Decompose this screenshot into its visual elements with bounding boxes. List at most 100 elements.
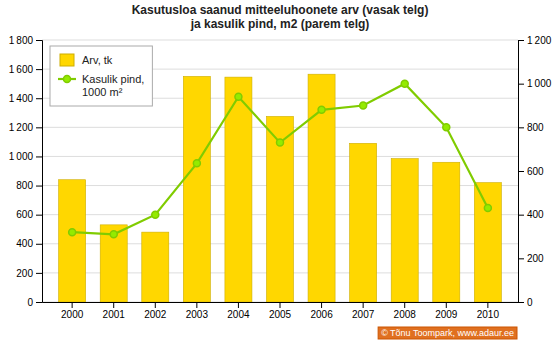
y-axis-tick-label: 1 400	[9, 93, 34, 104]
x-axis-tick: 2004	[227, 302, 250, 320]
marker	[193, 160, 200, 167]
chart-title-line: ja kasulik pind, m2 (parem telg)	[190, 17, 370, 31]
bar	[59, 180, 86, 302]
bar	[100, 225, 127, 302]
y-axis-tick-label: 600	[16, 209, 33, 220]
chart-title: Kasutusloa saanud mitteeluhoonete arv (v…	[132, 3, 429, 31]
x-axis-tick-mark	[487, 302, 488, 308]
y-axis-tick: 800	[16, 180, 42, 191]
y-axis-tick-mark	[36, 156, 42, 157]
y-axis-tick-label: 0	[27, 297, 33, 308]
y-axis-tick-mark	[36, 186, 42, 187]
legend: Arv, tk Kasulik pind,1000 m²	[50, 46, 152, 106]
x-axis-tick: 2007	[352, 302, 375, 320]
y2-axis-line	[519, 41, 525, 303]
y-axis-tick-label: 800	[16, 180, 33, 191]
marker	[484, 205, 491, 212]
y2-axis-tick-label: 400	[527, 209, 544, 220]
y-axis-tick-label: 1 200	[9, 122, 34, 133]
bar-series	[59, 74, 502, 302]
x-axis-tick-mark	[196, 302, 197, 308]
y2-axis-tick-mark	[518, 302, 524, 303]
bar	[474, 183, 501, 302]
chart-svg: Kasutusloa saanud mitteeluhoonete arv (v…	[0, 0, 560, 342]
x-axis-tick: 2008	[394, 302, 417, 320]
y2-axis-tick-label: 600	[527, 166, 544, 177]
x-axis-tick-mark	[321, 302, 322, 308]
x-axis-tick: 2003	[186, 302, 209, 320]
y-axis-tick-mark	[36, 302, 42, 303]
marker	[235, 93, 242, 100]
y-axis-tick-mark	[36, 69, 42, 70]
x-axis-tick-mark	[446, 302, 447, 308]
x-axis-tick-mark	[404, 302, 405, 308]
y2-axis-tick-mark	[518, 258, 524, 259]
y-axis-tick-label: 400	[16, 238, 33, 249]
y-axis-tick-label: 1 800	[9, 35, 34, 46]
x-axis-tick-label: 2004	[227, 309, 250, 320]
bar	[183, 76, 210, 302]
y-axis-tick: 1 400	[9, 93, 42, 104]
x-axis-tick-label: 2003	[186, 309, 209, 320]
y-axis-tick: 1 600	[9, 64, 42, 75]
x-axis-tick-label: 2009	[435, 309, 458, 320]
y2-axis-tick-label: 800	[527, 122, 544, 133]
bar	[391, 159, 418, 302]
bar	[350, 143, 377, 302]
x-axis-tick-label: 2001	[103, 309, 126, 320]
y2-axis-tick: 1 200	[518, 35, 552, 46]
x-axis-tick-label: 2002	[144, 309, 167, 320]
legend-swatch	[60, 54, 74, 66]
chart-title-line: Kasutusloa saanud mitteeluhoonete arv (v…	[132, 3, 429, 17]
x-axis-tick-mark	[113, 302, 114, 308]
y2-axis-tick-mark	[518, 84, 524, 85]
y2-axis-tick: 1 000	[518, 78, 552, 89]
legend-marker	[64, 76, 71, 83]
y-axis-tick: 1 200	[9, 122, 42, 133]
x-axis: 2000 2001 2002 2003 2004 2005 2006 2007 2008 2009…	[43, 302, 519, 320]
y2-axis-tick-label: 0	[527, 297, 533, 308]
x-axis-tick: 2009	[435, 302, 458, 320]
y2-axis-tick-label: 200	[527, 253, 544, 264]
bar	[266, 116, 293, 302]
y2-axis-tick-label: 1 000	[527, 78, 552, 89]
legend-box	[50, 46, 152, 106]
y-axis-tick-label: 1 600	[9, 64, 34, 75]
y-axis-tick-mark	[36, 127, 42, 128]
marker	[277, 139, 284, 146]
y2-axis-tick-mark	[518, 127, 524, 128]
y2-axis-tick-mark	[518, 40, 524, 41]
x-axis-tick-label: 2007	[352, 309, 375, 320]
marker	[443, 124, 450, 131]
bar	[433, 162, 460, 302]
x-axis-tick-mark	[72, 302, 73, 308]
x-axis-tick: 2006	[310, 302, 333, 320]
y-axis-line	[36, 41, 43, 303]
y2-axis-tick-mark	[518, 215, 524, 216]
y-axis-tick-mark	[36, 40, 42, 41]
grid-line	[42, 40, 518, 41]
legend-label-line: Arv, tk	[82, 54, 113, 66]
y-axis-tick-label: 200	[16, 268, 33, 279]
x-axis-tick: 2010	[477, 302, 500, 320]
marker	[401, 80, 408, 87]
y-axis-tick: 1 000	[9, 151, 42, 162]
legend-label-line: Kasulik pind,	[82, 73, 144, 85]
x-axis-tick: 2001	[103, 302, 126, 320]
x-axis-tick: 2005	[269, 302, 292, 320]
bar	[142, 232, 169, 302]
watermark-text: © Tõnu Toompark, www.adaur.ee	[381, 328, 514, 338]
y-axis-tick-label: 1 000	[9, 151, 34, 162]
y2-axis-tick-mark	[518, 171, 524, 172]
marker	[110, 231, 117, 238]
legend-entry: Kasulik pind,1000 m²	[58, 73, 144, 98]
watermark: © Tõnu Toompark, www.adaur.ee	[378, 327, 517, 339]
x-axis-tick-label: 2000	[61, 309, 84, 320]
y2-axis: 0 200 400 600 800 1 000 1 200	[518, 35, 552, 308]
y2-axis-tick-label: 1 200	[527, 35, 552, 46]
x-axis-tick-mark	[363, 302, 364, 308]
marks	[59, 74, 502, 302]
watermark-box	[378, 327, 517, 339]
legend-entry: Arv, tk	[60, 54, 113, 66]
y-axis-tick: 400	[16, 238, 42, 249]
